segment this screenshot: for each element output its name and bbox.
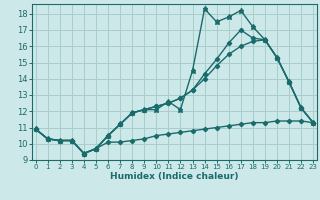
X-axis label: Humidex (Indice chaleur): Humidex (Indice chaleur): [110, 172, 239, 181]
